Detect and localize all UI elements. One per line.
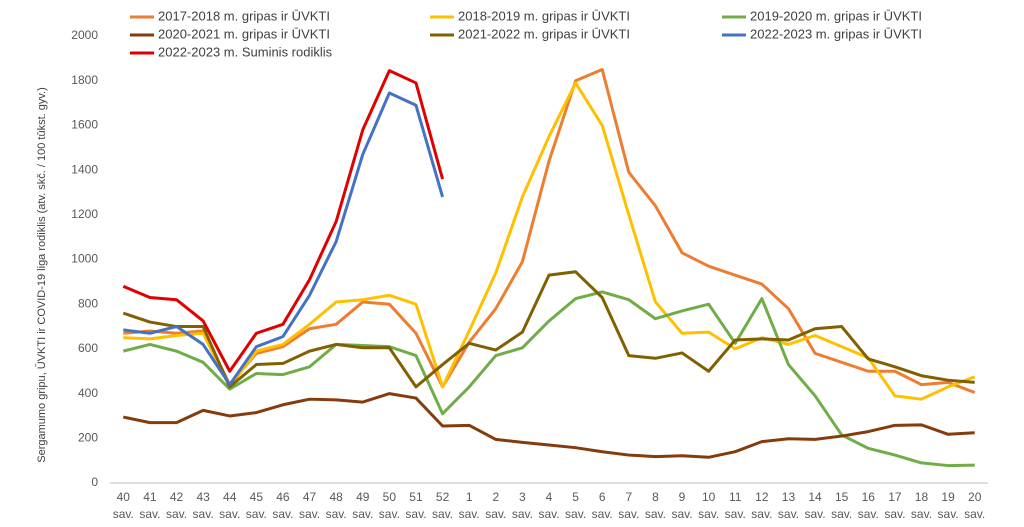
x-tick-label: 49 sav. xyxy=(352,490,373,521)
series-line xyxy=(122,69,445,373)
x-tick-label: 50 sav. xyxy=(379,490,400,521)
legend-label: 2017-2018 m. gripas ir ŪVKTI xyxy=(158,8,330,23)
series-line xyxy=(123,91,445,387)
y-tick-label: 1400 xyxy=(71,162,98,176)
x-tick-label: 3 sav. xyxy=(512,490,533,521)
y-tick-label: 200 xyxy=(78,430,98,444)
y-tick-label: 600 xyxy=(78,341,98,355)
x-tick-label: 14 sav. xyxy=(804,490,825,521)
x-tick-label: 45 sav. xyxy=(246,490,267,521)
x-tick-label: 52 sav. xyxy=(432,490,453,521)
y-tick-label: 400 xyxy=(78,386,98,400)
x-tick-label: 9 sav. xyxy=(671,490,692,521)
x-tick-label: 20 sav. xyxy=(964,490,985,521)
y-tick-label: 0 xyxy=(91,475,98,489)
y-tick-label: 1600 xyxy=(71,118,98,132)
x-tick-label: 48 sav. xyxy=(326,490,347,521)
y-tick-label: 800 xyxy=(78,296,98,310)
series-line xyxy=(123,81,976,401)
x-tick-label: 42 sav. xyxy=(166,490,187,521)
x-tick-label: 4 sav. xyxy=(538,490,559,521)
x-tick-label: 46 sav. xyxy=(272,490,293,521)
x-tick-label: 11 sav. xyxy=(725,490,746,521)
x-tick-label: 2 sav. xyxy=(485,490,506,521)
x-tick-label: 10 sav. xyxy=(698,490,719,521)
x-tick-label: 12 sav. xyxy=(751,490,772,521)
legend-label: 2022-2023 m. Suminis rodiklis xyxy=(158,44,333,59)
y-tick-label: 1800 xyxy=(71,73,98,87)
y-axis-label: Sergamumo gripu, ŪVKTI ir COVID-19 liga … xyxy=(36,87,48,463)
x-tick-label: 7 sav. xyxy=(618,490,639,521)
x-tick-label: 19 sav. xyxy=(938,490,959,521)
series-line xyxy=(123,68,976,394)
y-tick-label: 1200 xyxy=(71,207,98,221)
x-tick-label: 6 sav. xyxy=(592,490,613,521)
x-tick-label: 13 sav. xyxy=(778,490,799,521)
series-line xyxy=(122,290,975,468)
y-tick-label: 1000 xyxy=(71,252,98,266)
x-tick-label: 1 sav. xyxy=(459,490,480,521)
legend-label: 2019-2020 m. gripas ir ŪVKTI xyxy=(750,8,922,23)
x-tick-label: 17 sav. xyxy=(884,490,905,521)
x-tick-label: 5 sav. xyxy=(565,490,586,521)
x-tick-label: 44 sav. xyxy=(219,490,240,521)
legend-label: 2022-2023 m. gripas ir ŪVKTI xyxy=(750,26,922,41)
x-tick-label: 43 sav. xyxy=(193,490,214,521)
y-tick-label: 2000 xyxy=(71,28,98,42)
x-tick-label: 18 sav. xyxy=(911,490,932,521)
legend-label: 2021-2022 m. gripas ir ŪVKTI xyxy=(458,26,630,41)
legend-label: 2020-2021 m. gripas ir ŪVKTI xyxy=(158,26,330,41)
legend-label: 2018-2019 m. gripas ir ŪVKTI xyxy=(458,8,630,23)
x-tick-label: 51 sav. xyxy=(405,490,426,521)
x-tick-label: 40 sav. xyxy=(113,490,134,521)
x-tick-label: 15 sav. xyxy=(831,490,852,521)
x-tick-label: 47 sav. xyxy=(299,490,320,521)
x-tick-label: 8 sav. xyxy=(645,490,666,521)
series-line xyxy=(122,270,975,389)
series-line xyxy=(122,392,975,459)
x-tick-label: 16 sav. xyxy=(858,490,879,521)
x-tick-label: 41 sav. xyxy=(139,490,160,521)
